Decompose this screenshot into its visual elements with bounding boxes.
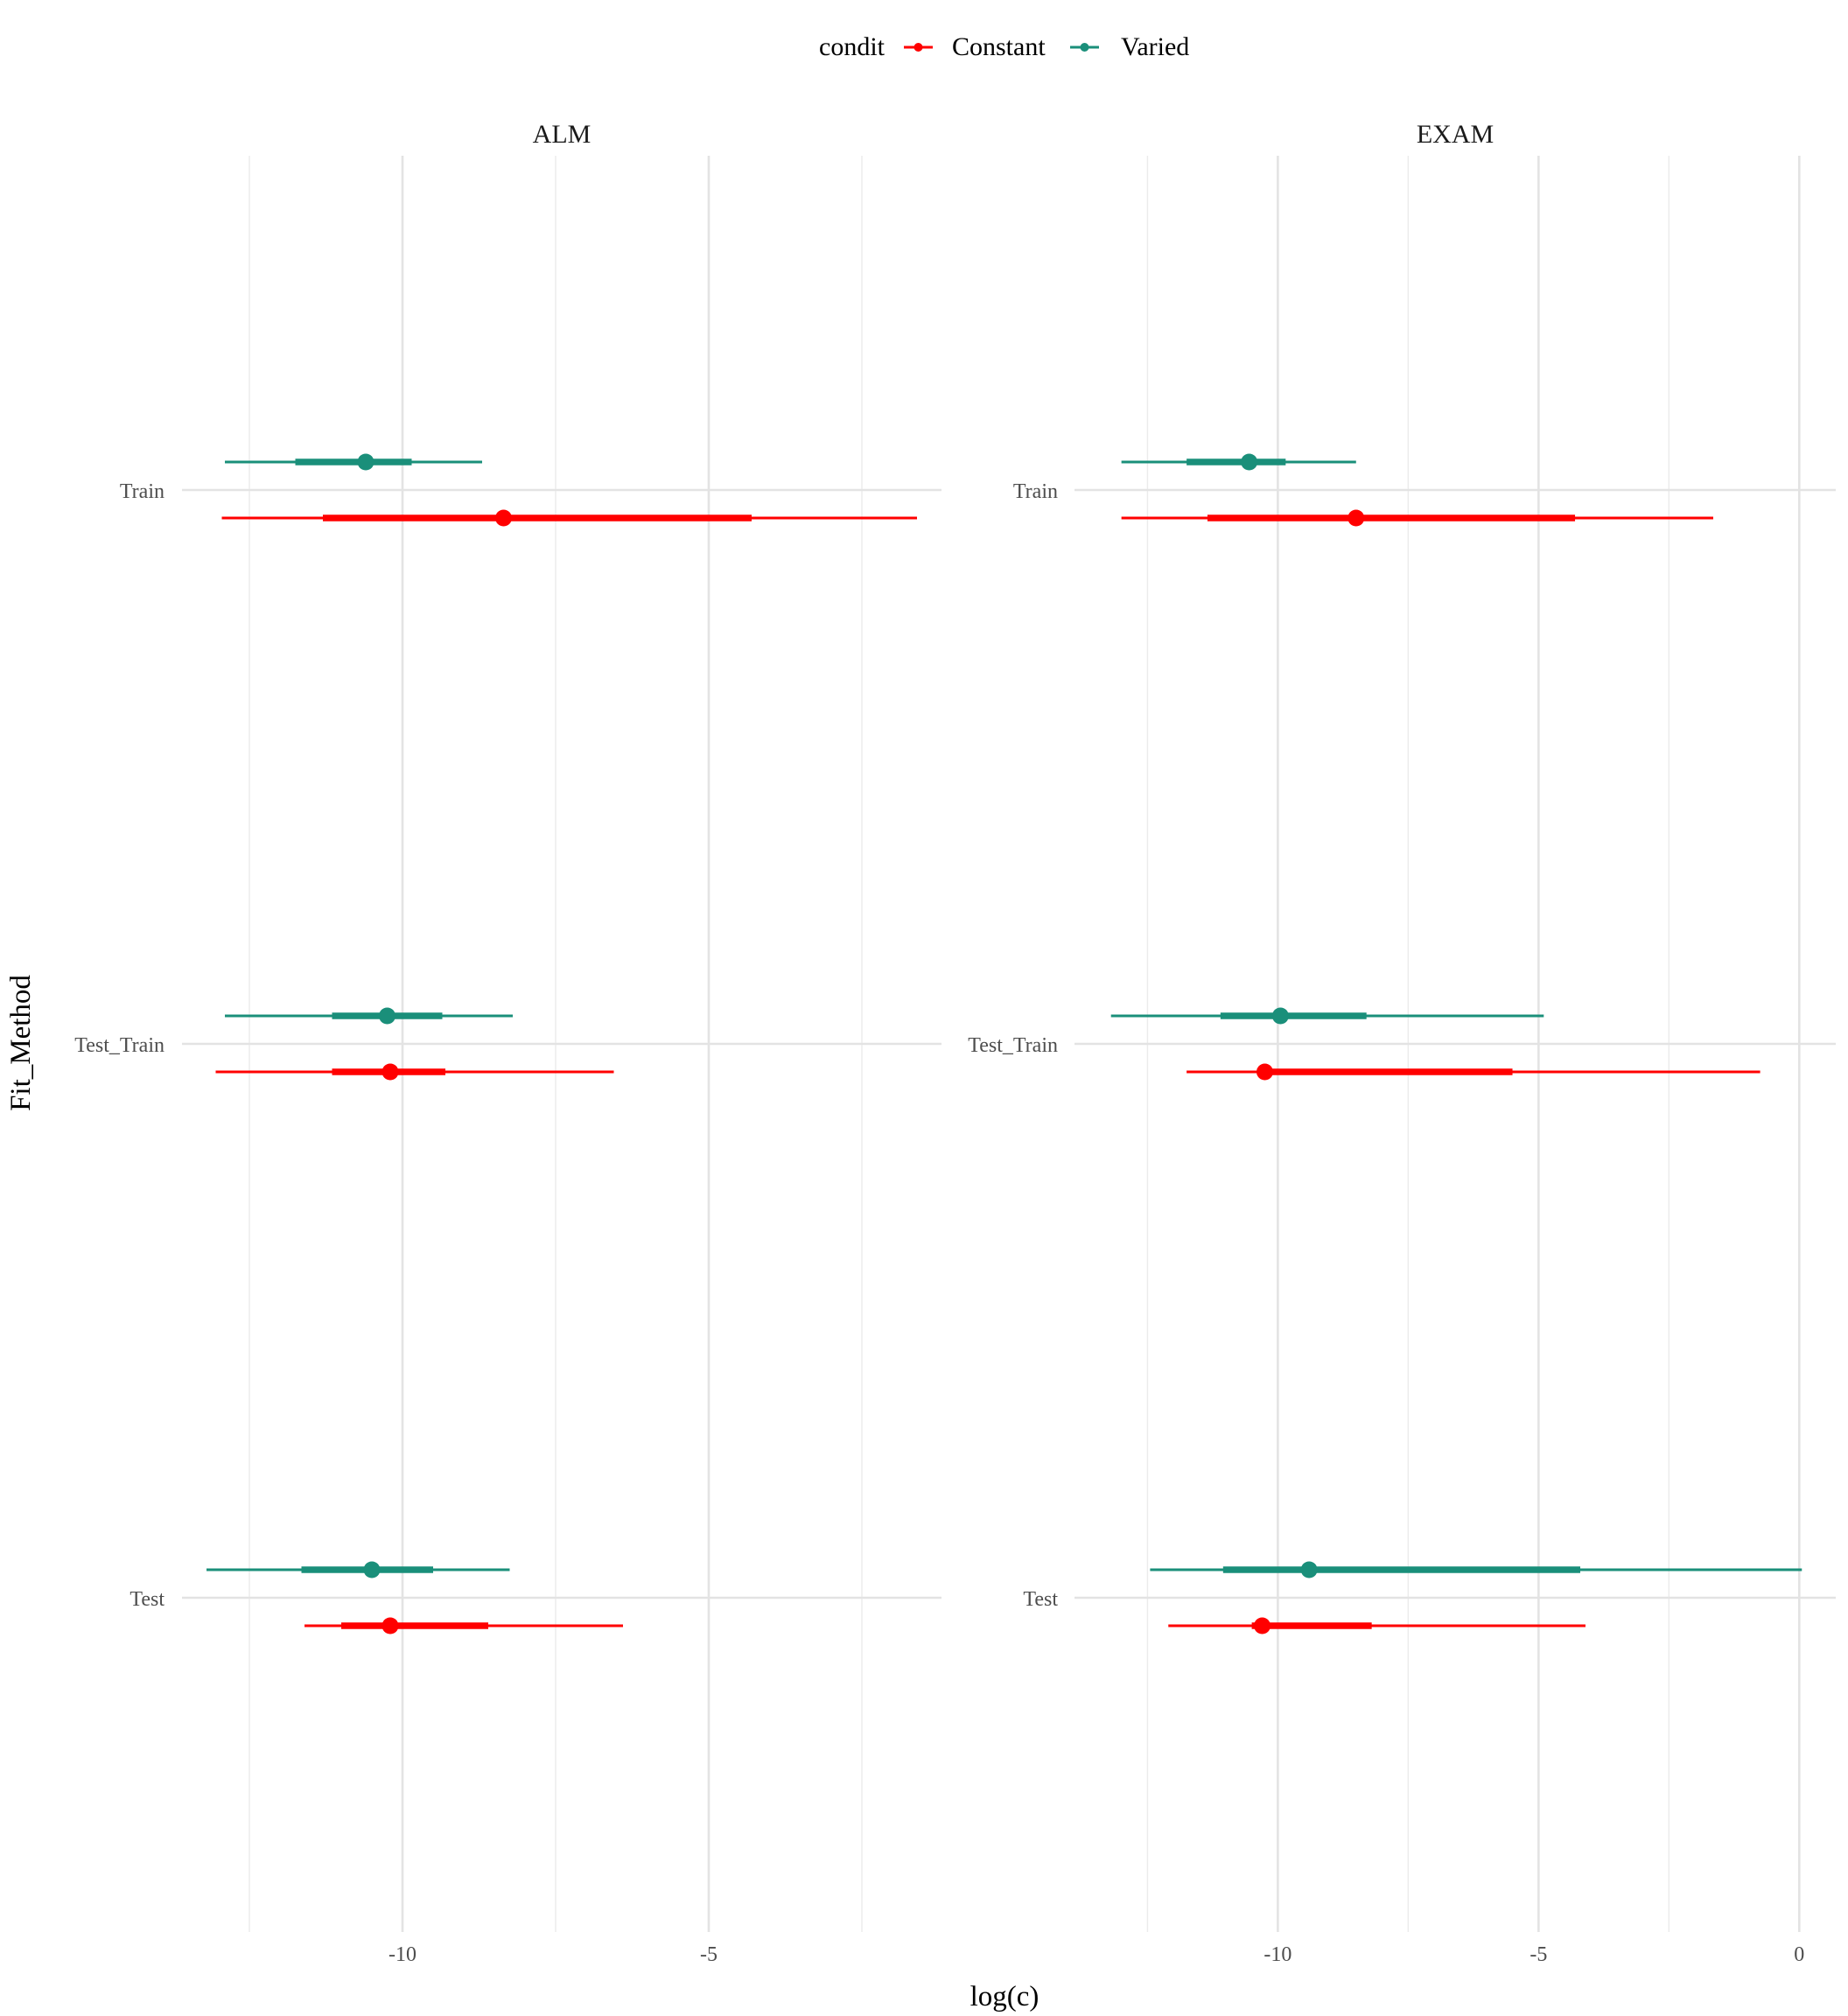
median-point-constant-test-train — [1256, 1063, 1273, 1081]
legend-label-varied: Varied — [1121, 32, 1189, 61]
x-axis-title: log(c) — [970, 1981, 1040, 2012]
legend-key-point-varied — [1080, 43, 1089, 52]
legend-key-point-constant — [914, 43, 923, 52]
median-point-varied-test-train — [1271, 1007, 1289, 1025]
median-point-varied-test-train — [379, 1007, 396, 1025]
x-tick-label: -5 — [700, 1943, 718, 1966]
x-tick-label: 0 — [1794, 1943, 1804, 1966]
y-tick-label: Test — [130, 1588, 164, 1611]
facet-panel-exam: EXAM -10 -5 0 Train Test_Train Test — [968, 120, 1836, 1966]
y-tick-label: Test_Train — [74, 1034, 164, 1057]
median-point-varied-test — [363, 1561, 381, 1578]
y-tick-label: Test_Train — [968, 1034, 1058, 1057]
median-point-varied-train — [1241, 453, 1258, 471]
median-point-constant-test — [1254, 1617, 1271, 1634]
legend-entry-varied: Varied — [1070, 32, 1189, 61]
legend-title: condit — [819, 32, 886, 61]
x-tick-label: -10 — [1264, 1943, 1292, 1966]
y-tick-label: Train — [120, 480, 164, 503]
median-point-constant-test — [382, 1617, 399, 1634]
median-point-varied-train — [357, 453, 374, 471]
facet-title-alm: ALM — [533, 120, 592, 149]
y-tick-label: Test — [1023, 1588, 1058, 1611]
legend-entry-constant: Constant — [904, 32, 1046, 61]
median-point-constant-train — [1348, 509, 1365, 527]
median-point-constant-test-train — [382, 1063, 399, 1081]
median-point-constant-train — [495, 509, 512, 527]
legend-label-constant: Constant — [952, 32, 1046, 61]
y-axis-title: Fit_Method — [5, 975, 37, 1111]
median-point-varied-test — [1300, 1561, 1318, 1578]
facet-panel-alm: ALM -10 -5 Train Test_Train Test — [74, 120, 942, 1966]
y-tick-label: Train — [1013, 480, 1058, 503]
legend: condit Constant Varied — [819, 32, 1189, 61]
x-tick-label: -5 — [1530, 1943, 1547, 1966]
x-tick-label: -10 — [388, 1943, 416, 1966]
facet-title-exam: EXAM — [1417, 120, 1494, 149]
